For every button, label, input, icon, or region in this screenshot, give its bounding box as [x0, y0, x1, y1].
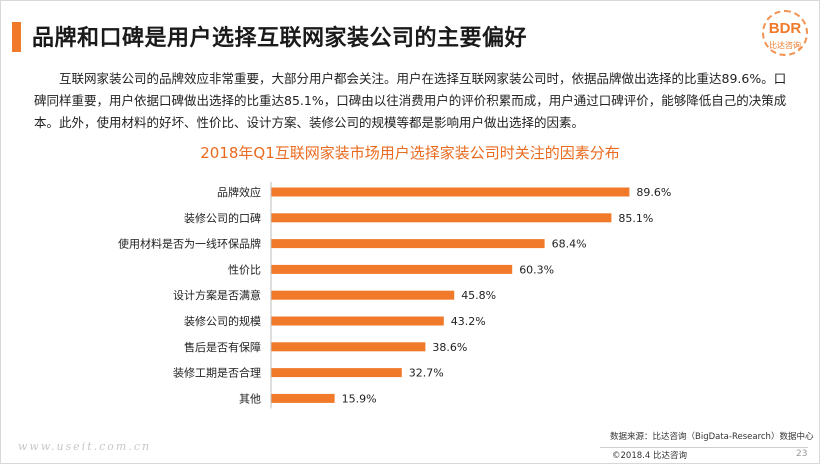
logo-text: BDR	[768, 20, 802, 37]
bar-8	[271, 393, 335, 403]
page-number: 23	[796, 449, 808, 459]
category-label: 性价比	[228, 262, 261, 276]
bar-0	[271, 187, 630, 197]
value-label: 89.6%	[636, 186, 671, 199]
watermark: www.useit.com.cn	[18, 440, 152, 453]
bar-7	[271, 368, 402, 378]
category-label: 售后是否有保障	[184, 340, 261, 354]
bar-6	[271, 342, 426, 352]
bar-1	[271, 213, 612, 223]
value-label: 68.4%	[552, 238, 587, 251]
page-title: 品牌和口碑是用户选择互联网家装公司的主要偏好	[32, 26, 528, 51]
bar-4	[271, 290, 455, 300]
category-label: 装修公司的规模	[184, 314, 261, 328]
category-label: 装修工期是否合理	[173, 366, 261, 380]
value-label: 38.6%	[432, 341, 467, 354]
value-label: 60.3%	[519, 263, 554, 276]
value-label: 45.8%	[461, 289, 496, 302]
chart-title: 2018年Q1互联网家装市场用户选择家装公司时关注的因素分布	[200, 144, 620, 162]
title-accent-bar	[12, 22, 21, 52]
bdr-logo: BDR 比达咨询	[762, 10, 808, 56]
bar-5	[271, 316, 444, 326]
intro-paragraph: 互联网家装公司的品牌效应非常重要，大部分用户都会关注。用户在选择互联网家装公司时…	[34, 68, 790, 134]
data-source: 数据来源：比达咨询（BigData-Research）数据中心	[610, 432, 814, 442]
category-label: 使用材料是否为一线环保品牌	[118, 237, 261, 251]
value-label: 32.7%	[409, 367, 444, 380]
category-label: 装修公司的口碑	[184, 211, 261, 225]
value-label: 85.1%	[618, 212, 653, 225]
value-label: 43.2%	[451, 315, 486, 328]
copyright: ©2018.4 比达咨询	[612, 451, 687, 461]
category-label: 品牌效应	[217, 185, 261, 199]
intro-text: 互联网家装公司的品牌效应非常重要，大部分用户都会关注。用户在选择互联网家装公司时…	[34, 71, 787, 130]
logo-subtext: 比达咨询	[769, 41, 801, 50]
category-label: 其他	[239, 392, 261, 405]
bar-chart: 品牌效应 89.6% 装修公司的口碑 85.1% 使用材料是否为一线环保品牌 68.4% 性…	[118, 182, 671, 409]
category-label: 设计方案是否满意	[173, 288, 261, 302]
footer-divider	[600, 447, 808, 448]
logo-ring-icon	[762, 10, 808, 56]
value-label: 15.9%	[342, 392, 377, 405]
bar-2	[271, 239, 545, 249]
bar-3	[271, 264, 513, 274]
